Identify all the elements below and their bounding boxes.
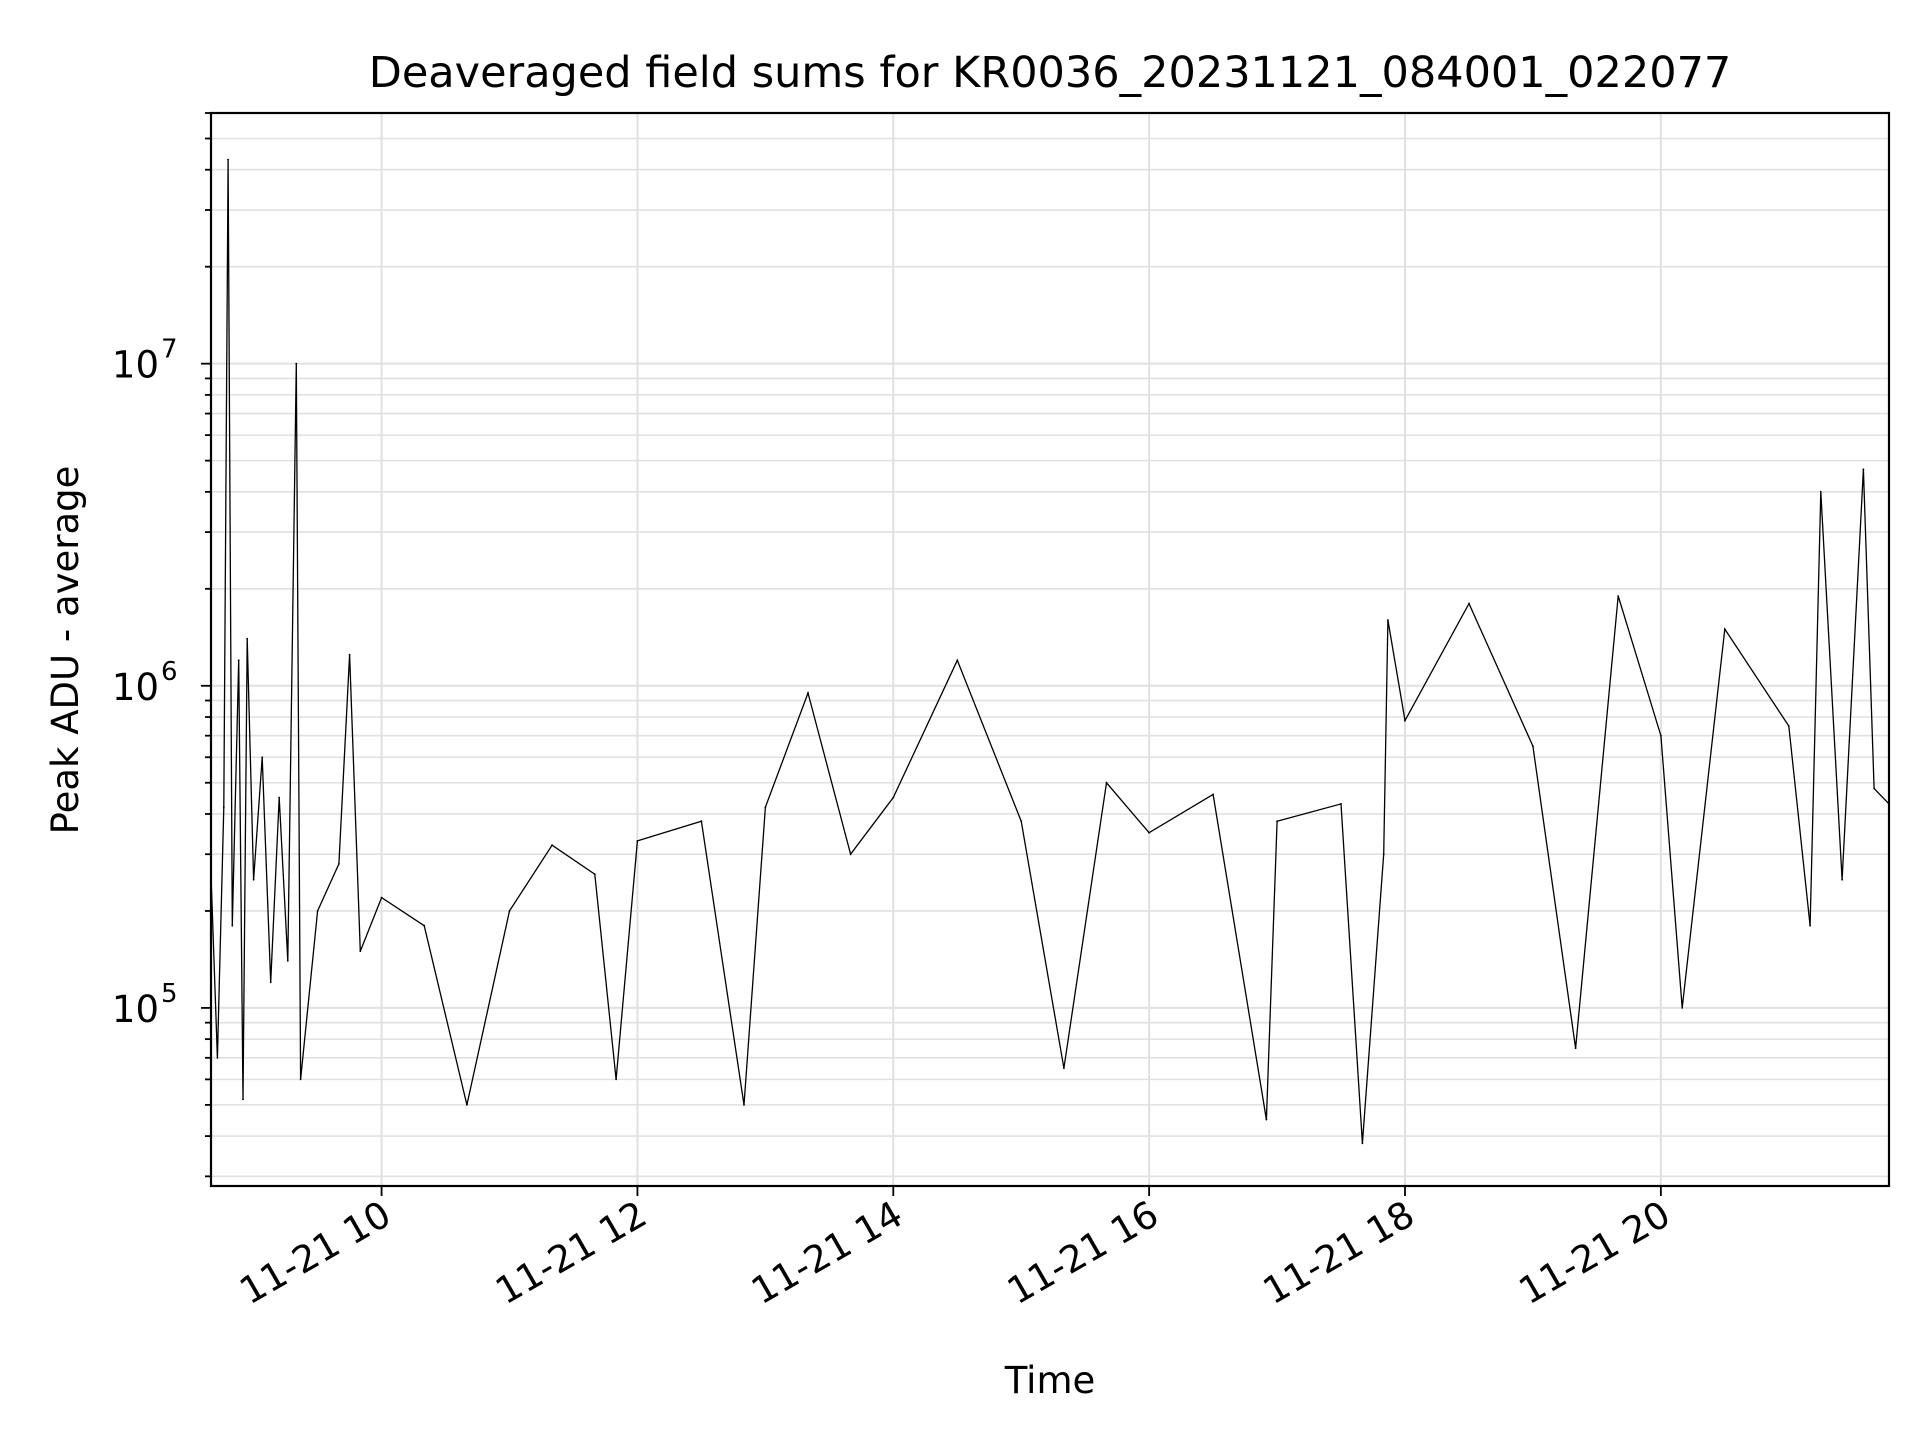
- data-point: [1862, 468, 1865, 471]
- data-point: [593, 873, 596, 876]
- data-point: [743, 1104, 745, 1106]
- data-point: [242, 1098, 244, 1101]
- y-axis-label: Peak ADU - average: [44, 466, 87, 835]
- data-point: [246, 637, 249, 640]
- data-point: [1681, 1007, 1684, 1009]
- data-point: [508, 910, 511, 912]
- data-point: [1361, 1142, 1364, 1145]
- data-point: [807, 692, 809, 694]
- data-point: [1841, 878, 1843, 881]
- data-point: [1148, 831, 1150, 834]
- data-point: [359, 950, 362, 953]
- data-point: [231, 924, 234, 927]
- y-tick-label-exponent: 5: [161, 979, 178, 1009]
- data-point: [551, 844, 553, 847]
- data-point: [1020, 820, 1023, 823]
- data-point: [278, 796, 281, 799]
- data-point: [1468, 602, 1470, 605]
- data-point: [380, 896, 383, 899]
- data-point: [1212, 793, 1214, 796]
- grid: [211, 112, 1889, 1186]
- data-point: [1809, 924, 1811, 927]
- data-point: [286, 959, 289, 962]
- data-point: [1387, 619, 1389, 621]
- data-point: [237, 659, 240, 662]
- data-point: [849, 853, 852, 856]
- data-point: [1532, 745, 1534, 747]
- y-tick-label: 10: [112, 666, 159, 709]
- data-point: [269, 981, 272, 984]
- series-line: [210, 159, 1890, 1144]
- y-tick-label: 10: [112, 344, 159, 387]
- data-point: [700, 820, 703, 823]
- data-point: [1404, 719, 1406, 722]
- data-point: [216, 1056, 219, 1059]
- y-tick-label-exponent: 7: [161, 335, 178, 365]
- data-point: [466, 1104, 468, 1106]
- data-point: [299, 1078, 302, 1081]
- data-point: [423, 924, 426, 927]
- data-point: [1660, 734, 1662, 737]
- data-point: [1574, 1047, 1577, 1050]
- plot-frame: [209, 111, 1891, 1188]
- data-point: [227, 158, 230, 161]
- data-point: [222, 806, 225, 809]
- data-point: [615, 1078, 617, 1081]
- data-point: [1265, 1118, 1268, 1121]
- data-point: [892, 796, 895, 799]
- data-point: [1873, 787, 1875, 790]
- data-point: [316, 910, 319, 912]
- data-point: [764, 806, 767, 809]
- data-point: [1340, 803, 1342, 805]
- data-point: [1063, 1067, 1065, 1070]
- data-point: [1723, 628, 1726, 630]
- data-point: [956, 659, 959, 662]
- y-tick-label-exponent: 6: [161, 657, 178, 687]
- x-axis-label: Time: [1004, 1359, 1096, 1402]
- y-tick-label: 10: [112, 988, 159, 1031]
- data-point: [252, 878, 255, 881]
- data-point: [1382, 853, 1385, 856]
- data-point: [295, 362, 298, 365]
- chart-title: Deaveraged field sums for KR0036_2023112…: [369, 48, 1732, 98]
- data-point: [1819, 490, 1822, 493]
- data-point: [1787, 725, 1790, 727]
- data-point: [1105, 781, 1108, 784]
- data-point: [338, 863, 340, 865]
- data-point: [1617, 595, 1620, 597]
- data-point: [636, 840, 639, 842]
- data-point: [1276, 820, 1278, 823]
- data-point: [348, 653, 351, 656]
- data-point: [261, 756, 264, 759]
